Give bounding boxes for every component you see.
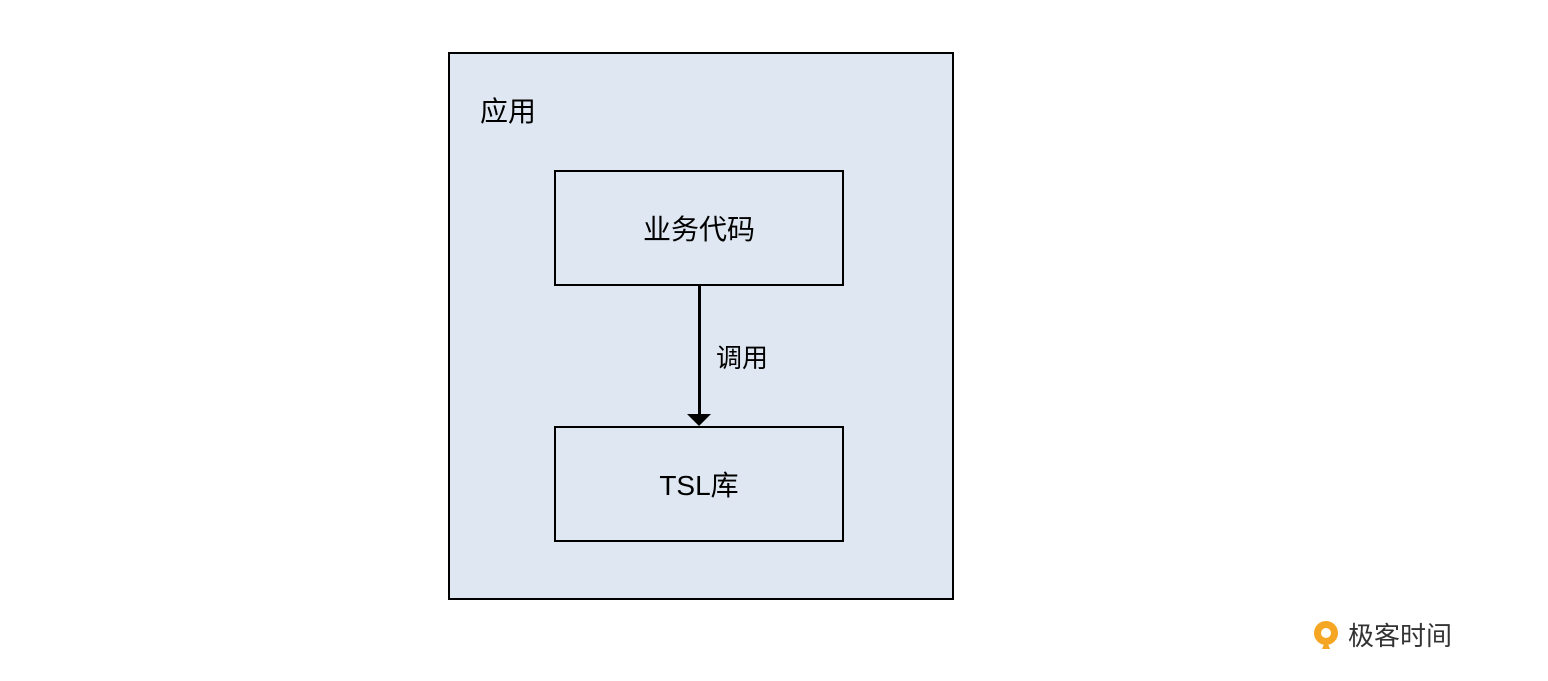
edge-arrow-line — [698, 286, 701, 414]
node-business-code: 业务代码 — [554, 170, 844, 286]
node-tsl-library: TSL库 — [554, 426, 844, 542]
watermark-logo-icon — [1310, 619, 1342, 651]
edge-arrow-head — [687, 414, 711, 426]
watermark-text: 极客时间 — [1348, 616, 1452, 653]
edge-label: 调用 — [716, 338, 768, 375]
watermark: 极客时间 — [1310, 616, 1452, 653]
node-tsl-library-label: TSL库 — [659, 464, 738, 504]
container-label: 应用 — [480, 90, 536, 130]
node-business-code-label: 业务代码 — [643, 208, 755, 248]
